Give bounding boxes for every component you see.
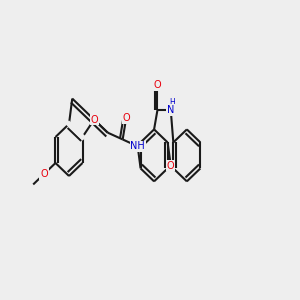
Text: O: O <box>154 80 161 90</box>
Text: H: H <box>169 98 175 107</box>
Text: NH: NH <box>130 141 145 151</box>
Text: O: O <box>167 161 174 171</box>
Text: N: N <box>167 105 174 115</box>
Text: O: O <box>90 115 98 124</box>
Text: O: O <box>40 169 48 179</box>
Text: O: O <box>122 113 130 123</box>
